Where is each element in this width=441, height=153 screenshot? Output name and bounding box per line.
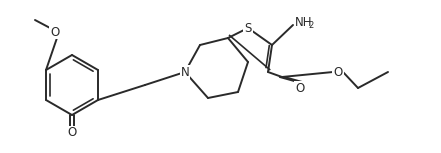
Text: O: O <box>50 26 60 39</box>
Text: O: O <box>295 82 305 95</box>
Text: O: O <box>67 127 77 140</box>
Text: S: S <box>244 22 252 34</box>
Text: O: O <box>333 65 343 78</box>
Text: 2: 2 <box>308 21 313 30</box>
Text: N: N <box>181 65 189 78</box>
Text: NH: NH <box>295 15 313 28</box>
